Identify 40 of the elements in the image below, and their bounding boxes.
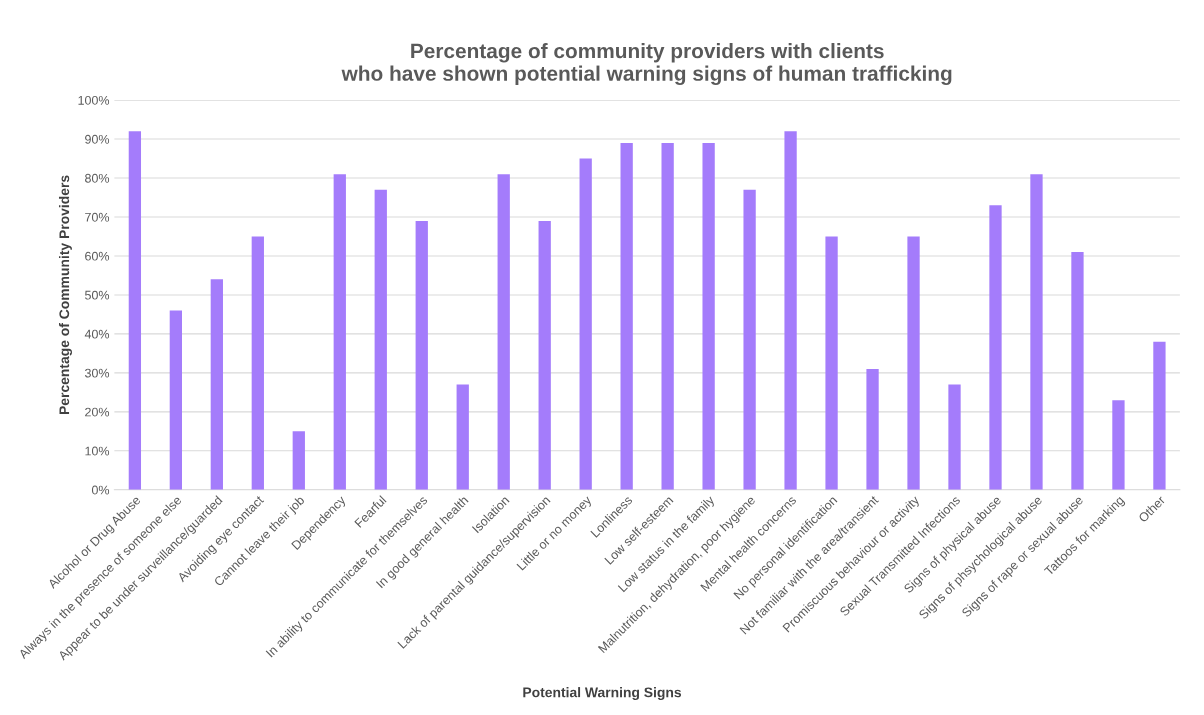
y-tick-label: 70% (85, 212, 110, 222)
x-axis-title: Potential Warning Signs (523, 687, 682, 701)
bar (538, 220, 551, 490)
y-tick-label: 40% (84, 329, 110, 339)
bar (825, 236, 838, 490)
bar (1153, 341, 1166, 490)
chart-title: Percentage of community providers with clients who have shown potential warning signs of human trafficking (341, 43, 952, 86)
bar (210, 279, 223, 490)
y-tick-label: 0% (91, 485, 110, 495)
bar (169, 310, 182, 490)
bar (784, 131, 797, 490)
bar (743, 189, 756, 490)
bar (1030, 174, 1043, 490)
y-tick-label: 50% (85, 290, 110, 300)
bar (374, 189, 387, 490)
y-tick-label: 20% (85, 407, 110, 417)
bar (333, 174, 346, 490)
y-tick-label: 90% (85, 134, 110, 144)
y-tick-label: 60% (85, 251, 110, 261)
bar (456, 384, 469, 490)
bar (497, 174, 510, 490)
bar (128, 131, 142, 490)
y-tick-label: 30% (84, 368, 110, 378)
y-tick-label: 10% (85, 446, 110, 456)
bar (1112, 400, 1125, 490)
bar (1071, 252, 1084, 490)
bar (702, 142, 715, 490)
bar (907, 236, 920, 490)
y-tick-label: 100% (78, 95, 110, 105)
bar (292, 431, 305, 490)
bar (866, 368, 879, 490)
bar (579, 158, 592, 490)
bar (661, 142, 674, 490)
bar (415, 220, 428, 490)
bar (989, 205, 1002, 490)
bar (620, 142, 633, 490)
bar (948, 384, 961, 490)
y-tick-label: 80% (85, 173, 110, 183)
y-axis-title: Percentage of Community Providers (58, 175, 72, 415)
bar (251, 236, 264, 490)
